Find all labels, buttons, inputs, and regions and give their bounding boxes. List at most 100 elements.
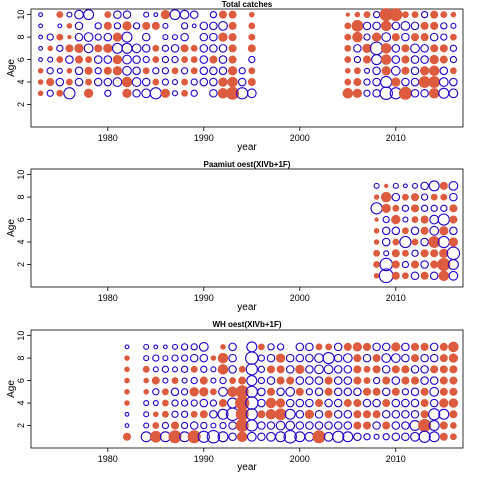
positive-residual-bubble <box>343 399 352 408</box>
positive-residual-bubble <box>420 399 429 408</box>
positive-residual-bubble <box>410 193 420 202</box>
positive-residual-bubble <box>430 365 439 374</box>
negative-residual-bubble <box>305 353 314 363</box>
positive-residual-bubble <box>362 387 372 396</box>
positive-residual-bubble <box>391 33 400 42</box>
negative-residual-bubble <box>257 398 266 408</box>
positive-residual-bubble <box>248 33 256 41</box>
negative-residual-bubble <box>295 353 305 363</box>
positive-residual-bubble <box>199 376 208 385</box>
negative-residual-bubble <box>93 77 103 87</box>
positive-residual-bubble <box>171 377 179 384</box>
negative-residual-bubble <box>402 216 409 223</box>
positive-residual-bubble <box>382 399 391 408</box>
positive-residual-bubble <box>439 226 449 236</box>
negative-residual-bubble <box>171 354 179 362</box>
positive-residual-bubble <box>171 67 179 75</box>
positive-residual-bubble <box>440 11 448 19</box>
negative-residual-bubble <box>161 78 170 86</box>
positive-residual-bubble <box>420 215 429 224</box>
positive-residual-bubble <box>181 89 188 97</box>
positive-residual-bubble <box>430 193 438 201</box>
positive-residual-bubble <box>420 21 429 30</box>
negative-residual-bubble <box>237 77 247 87</box>
negative-residual-bubble <box>113 22 122 30</box>
negative-residual-bubble <box>246 375 258 387</box>
negative-residual-bubble <box>142 55 150 64</box>
positive-residual-bubble <box>248 67 256 75</box>
negative-residual-bubble <box>353 387 362 397</box>
positive-residual-bubble <box>391 387 400 396</box>
negative-residual-bubble <box>171 90 179 97</box>
panel-title: Total catches <box>222 0 273 9</box>
negative-residual-bubble <box>285 386 296 397</box>
negative-residual-bubble <box>93 55 103 64</box>
positive-residual-bubble <box>181 56 188 63</box>
negative-residual-bubble <box>190 376 198 385</box>
negative-residual-bubble <box>429 342 439 352</box>
negative-residual-bubble <box>333 376 343 385</box>
positive-residual-bubble <box>65 44 74 53</box>
positive-residual-bubble <box>220 344 226 350</box>
negative-residual-bubble <box>38 12 44 18</box>
negative-residual-bubble <box>420 193 429 201</box>
positive-residual-bubble <box>389 8 403 22</box>
negative-residual-bubble <box>295 410 305 419</box>
positive-residual-bubble <box>161 388 169 396</box>
negative-residual-bubble <box>121 31 133 43</box>
positive-residual-bubble <box>121 76 133 88</box>
positive-residual-bubble <box>67 34 72 40</box>
positive-residual-bubble <box>449 376 458 385</box>
positive-residual-bubble <box>226 86 240 100</box>
negative-residual-bubble <box>448 270 459 281</box>
positive-residual-bubble <box>439 387 448 396</box>
y-tick-label: 6 <box>16 378 26 383</box>
positive-residual-bubble <box>343 342 352 351</box>
negative-residual-bubble <box>420 365 429 374</box>
negative-residual-bubble <box>180 410 189 418</box>
negative-residual-bubble <box>449 44 458 52</box>
positive-residual-bubble <box>66 68 73 74</box>
negative-residual-bubble <box>218 66 228 76</box>
negative-residual-bubble <box>190 78 198 86</box>
negative-residual-bubble <box>333 342 343 352</box>
positive-residual-bubble <box>430 249 439 258</box>
positive-residual-bubble <box>373 272 380 279</box>
negative-residual-bubble <box>199 66 209 76</box>
negative-residual-bubble <box>124 411 130 417</box>
positive-residual-bubble <box>304 409 315 419</box>
positive-residual-bubble <box>344 33 352 41</box>
plot-frame <box>30 168 464 288</box>
negative-residual-bubble <box>343 387 353 397</box>
positive-residual-bubble <box>439 354 448 363</box>
positive-residual-bubble <box>345 12 350 17</box>
negative-residual-bubble <box>379 86 393 101</box>
positive-residual-bubble <box>218 399 228 408</box>
positive-residual-bubble <box>430 21 439 30</box>
positive-residual-bubble <box>448 237 459 247</box>
negative-residual-bubble <box>429 214 440 225</box>
positive-residual-bubble <box>217 364 229 375</box>
positive-residual-bubble <box>228 21 237 30</box>
negative-residual-bubble <box>305 421 314 430</box>
y-tick-label: 2 <box>16 423 26 428</box>
positive-residual-bubble <box>218 77 228 87</box>
negative-residual-bubble <box>333 365 343 374</box>
negative-residual-bubble <box>266 421 276 430</box>
negative-residual-bubble <box>410 410 420 419</box>
positive-residual-bubble <box>430 44 439 53</box>
negative-residual-bubble <box>401 260 410 269</box>
positive-residual-bubble <box>362 410 372 419</box>
positive-residual-bubble <box>143 377 149 384</box>
negative-residual-bubble <box>152 366 159 373</box>
positive-residual-bubble <box>373 249 380 257</box>
negative-residual-bubble <box>191 23 197 29</box>
negative-residual-bubble <box>410 365 420 374</box>
positive-residual-bubble <box>187 430 201 444</box>
positive-residual-bubble <box>410 376 420 385</box>
negative-residual-bubble <box>266 431 276 442</box>
positive-residual-bubble <box>373 228 380 234</box>
negative-residual-bubble <box>275 431 287 443</box>
negative-residual-bubble <box>161 365 170 373</box>
positive-residual-bubble <box>160 9 171 20</box>
